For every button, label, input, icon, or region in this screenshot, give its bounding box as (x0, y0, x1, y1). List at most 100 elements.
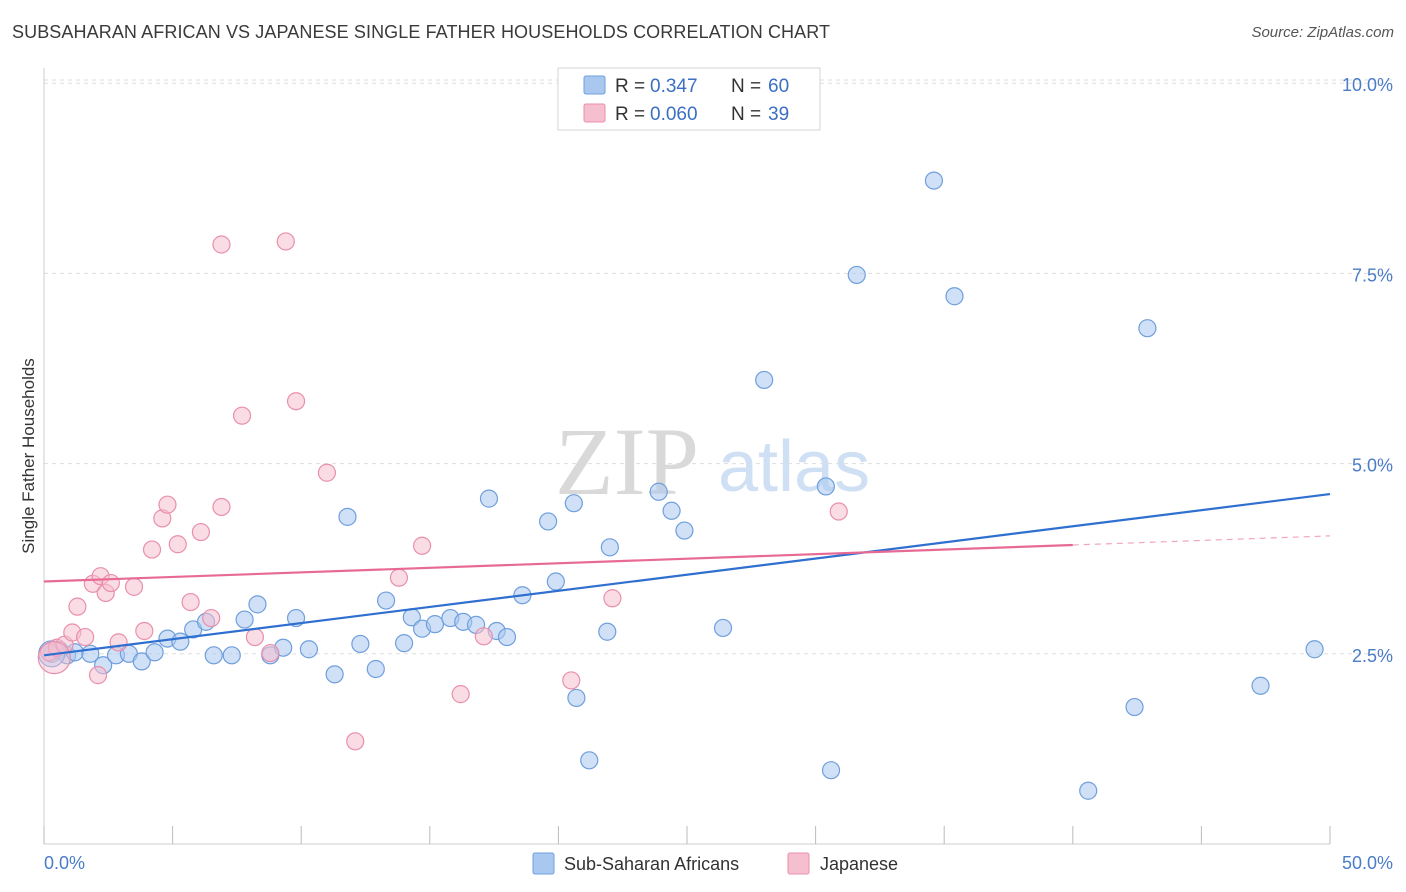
chart-title: SUBSAHARAN AFRICAN VS JAPANESE SINGLE FA… (12, 22, 831, 42)
data-point (168, 535, 187, 554)
trend-lines (43, 492, 1331, 657)
data-point (325, 665, 344, 684)
data-point (1138, 319, 1157, 338)
data-point (412, 536, 432, 555)
data-point (474, 627, 493, 646)
data-point (235, 610, 254, 629)
data-point (191, 522, 210, 542)
legend-n-value-pink: 39 (768, 104, 789, 125)
chart-source: Source: ZipAtlas.com (1251, 24, 1394, 41)
data-point (821, 761, 841, 780)
data-point-cluster (37, 641, 71, 675)
bottom-legend: Sub-Saharan Africans Japanese (532, 852, 898, 875)
data-point (662, 501, 681, 520)
data-point (425, 615, 445, 634)
data-point (755, 370, 774, 390)
bottom-legend-swatch-pink (787, 852, 810, 875)
trend-line-sub-saharan-africans (43, 492, 1331, 657)
data-point (816, 477, 835, 496)
grid-lines (44, 79, 1393, 655)
data-point (346, 732, 365, 751)
data-point (366, 659, 385, 679)
data-point (202, 608, 221, 628)
data-point (924, 171, 944, 190)
data-point (142, 540, 162, 559)
data-point (276, 232, 295, 251)
data-point (389, 568, 409, 587)
data-point (567, 688, 586, 708)
watermark: ZIP atlas (555, 408, 870, 515)
bottom-legend-label-blue: Sub-Saharan Africans (564, 854, 739, 874)
data-point (261, 643, 280, 663)
bottom-legend-swatch-blue (532, 852, 555, 875)
data-point (598, 622, 617, 641)
x-tick-label-min: 0.0% (44, 853, 85, 873)
data-point (248, 595, 267, 614)
data-point (181, 592, 200, 612)
data-point (564, 494, 583, 513)
data-point (600, 538, 619, 557)
data-point (317, 463, 337, 482)
watermark-atlas: atlas (718, 427, 870, 507)
data-point (158, 495, 177, 514)
legend-swatch-blue (583, 75, 606, 95)
data-point (713, 618, 733, 638)
data-point (109, 633, 128, 652)
data-point (299, 640, 319, 659)
data-point (351, 634, 370, 654)
data-point (945, 287, 964, 306)
data-point (1305, 640, 1324, 659)
legend-n-label-blue: N = (731, 76, 761, 97)
bottom-legend-label-pink: Japanese (820, 854, 898, 874)
y-tick-labels: 2.5% 5.0% 7.5% 10.0% (1342, 75, 1393, 666)
x-tick-label-max: 50.0% (1342, 853, 1393, 873)
data-point (171, 632, 190, 651)
data-point (1251, 676, 1270, 695)
y-tick-label: 5.0% (1352, 456, 1393, 476)
legend-swatch-pink (583, 103, 606, 123)
legend-r-label-pink: R = (615, 104, 645, 125)
data-point (451, 685, 470, 704)
data-point (1079, 781, 1098, 800)
data-point (88, 666, 108, 685)
data-point (145, 643, 164, 662)
data-point (212, 235, 231, 254)
data-point (675, 521, 694, 540)
data-point (376, 591, 396, 610)
y-tick-label: 7.5% (1352, 265, 1393, 285)
data-point (68, 597, 87, 616)
y-axis-title: Single Father Households (19, 358, 38, 554)
x-ticks (43, 826, 1331, 844)
data-point (603, 589, 622, 608)
data-point (338, 507, 357, 526)
data-point (76, 627, 95, 647)
data-point (497, 627, 517, 647)
data-point (286, 392, 306, 411)
data-point (132, 652, 151, 671)
legend-n-value-blue: 60 (768, 76, 789, 97)
trend-line-japanese-extension (1072, 535, 1331, 546)
data-point (847, 265, 866, 285)
data-point (580, 751, 599, 770)
legend: R = 0.347 N = 60 R = 0.060 N = 39 (557, 67, 821, 131)
data-point (204, 646, 223, 665)
data-point (135, 621, 154, 641)
data-point (245, 627, 265, 647)
data-point (124, 577, 144, 596)
data-point (479, 489, 499, 508)
data-point (829, 502, 848, 521)
data-point (222, 646, 241, 665)
data-point (649, 482, 668, 501)
data-point (562, 671, 581, 690)
legend-n-label-pink: N = (731, 104, 761, 125)
legend-r-value-blue: 0.347 (650, 76, 698, 97)
data-point (1125, 697, 1144, 717)
data-point (101, 573, 120, 593)
data-point (394, 634, 414, 653)
data-point (539, 512, 558, 531)
legend-r-label-blue: R = (615, 76, 645, 97)
data-point (232, 406, 252, 425)
data-point (546, 572, 565, 591)
trend-line-japanese (43, 543, 1073, 583)
